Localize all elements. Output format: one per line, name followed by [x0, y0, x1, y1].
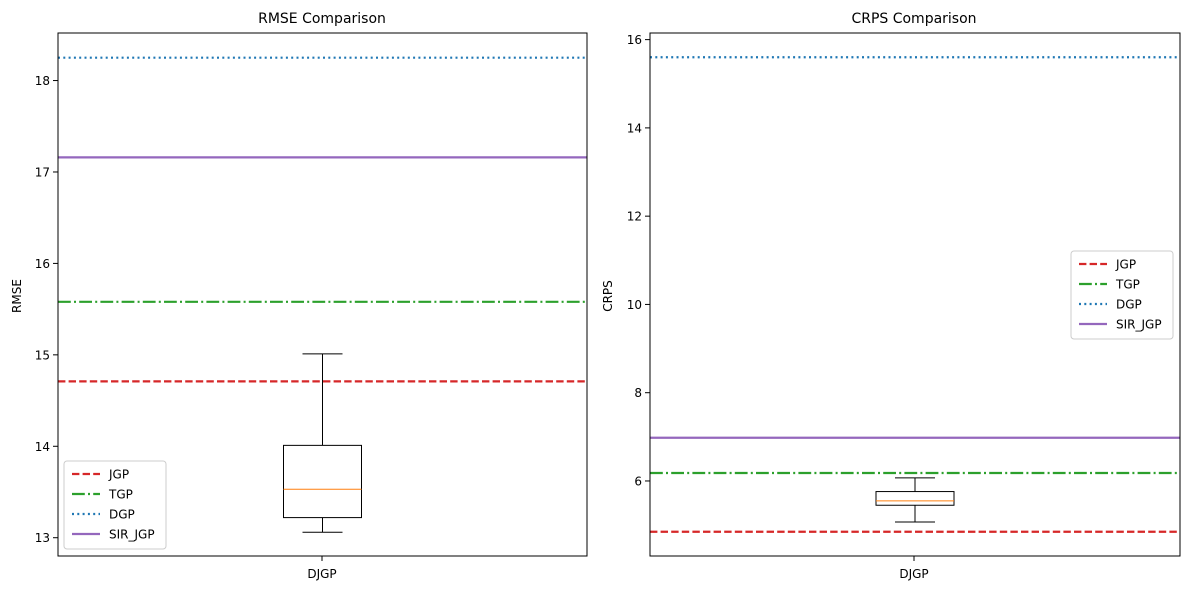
- crps-y-tick-label: 14: [627, 121, 642, 135]
- rmse-legend-label-sir-jgp: SIR_JGP: [109, 528, 155, 542]
- crps-x-tick-label: DJGP: [899, 567, 928, 581]
- crps-y-tick-label: 10: [627, 298, 642, 312]
- rmse-legend-label-dgp: DGP: [109, 508, 135, 522]
- rmse-legend-label-jgp: JGP: [108, 468, 129, 482]
- crps-legend: JGP TGP DGP SIR_JGP: [1070, 250, 1174, 340]
- crps-boxplot: [875, 477, 955, 523]
- crps-legend-label-sir-jgp: SIR_JGP: [1116, 318, 1162, 332]
- rmse-legend-label-tgp: TGP: [108, 488, 133, 502]
- crps-y-tick-label: 16: [627, 33, 642, 47]
- rmse-y-axis-label: RMSE: [10, 279, 24, 313]
- rmse-y-tick-label: 14: [35, 440, 50, 454]
- rmse-y-tick-label: 17: [35, 165, 50, 179]
- crps-reference-lines: [650, 56, 1180, 533]
- crps-legend-label-jgp: JGP: [1115, 258, 1136, 272]
- crps-legend-label-dgp: DGP: [1116, 298, 1142, 312]
- crps-chart-title: CRPS Comparison: [851, 11, 976, 27]
- rmse-legend: JGP TGP DGP SIR_JGP: [63, 460, 167, 550]
- rmse-y-tick-label: 15: [35, 348, 50, 362]
- rmse-y-tick-label: 13: [35, 531, 50, 545]
- rmse-y-axis: 13 14 15 16 17 18: [35, 74, 58, 545]
- crps-y-tick-label: 8: [634, 386, 642, 400]
- rmse-legend-frame: [63, 460, 167, 550]
- crps-plot-frame: [649, 32, 1181, 557]
- rmse-x-axis: DJGP: [307, 556, 337, 581]
- crps-y-tick-label: 12: [627, 210, 642, 224]
- rmse-y-tick-label: 16: [35, 257, 50, 271]
- rmse-reference-lines: [58, 56, 587, 383]
- rmse-chart: RMSE Comparison RMSE 13 14 15 16 17 18 DJGP J…: [10, 11, 588, 581]
- crps-x-axis: DJGP: [899, 556, 929, 581]
- crps-box: [875, 491, 955, 506]
- crps-y-axis-label: CRPS: [601, 280, 615, 312]
- crps-legend-frame: [1070, 250, 1174, 340]
- rmse-x-tick-label: DJGP: [307, 567, 336, 581]
- crps-legend-label-tgp: TGP: [1115, 278, 1140, 292]
- crps-y-tick-label: 6: [634, 474, 642, 488]
- crps-y-axis: 6 8 10 12 14 16: [627, 33, 650, 488]
- crps-chart: CRPS Comparison CRPS 6 8 10 12 14 16 DJGP JGP…: [601, 11, 1181, 581]
- rmse-chart-title: RMSE Comparison: [258, 11, 386, 27]
- rmse-y-tick-label: 18: [35, 74, 50, 88]
- rmse-boxplot: [283, 353, 362, 533]
- rmse-box: [283, 444, 362, 519]
